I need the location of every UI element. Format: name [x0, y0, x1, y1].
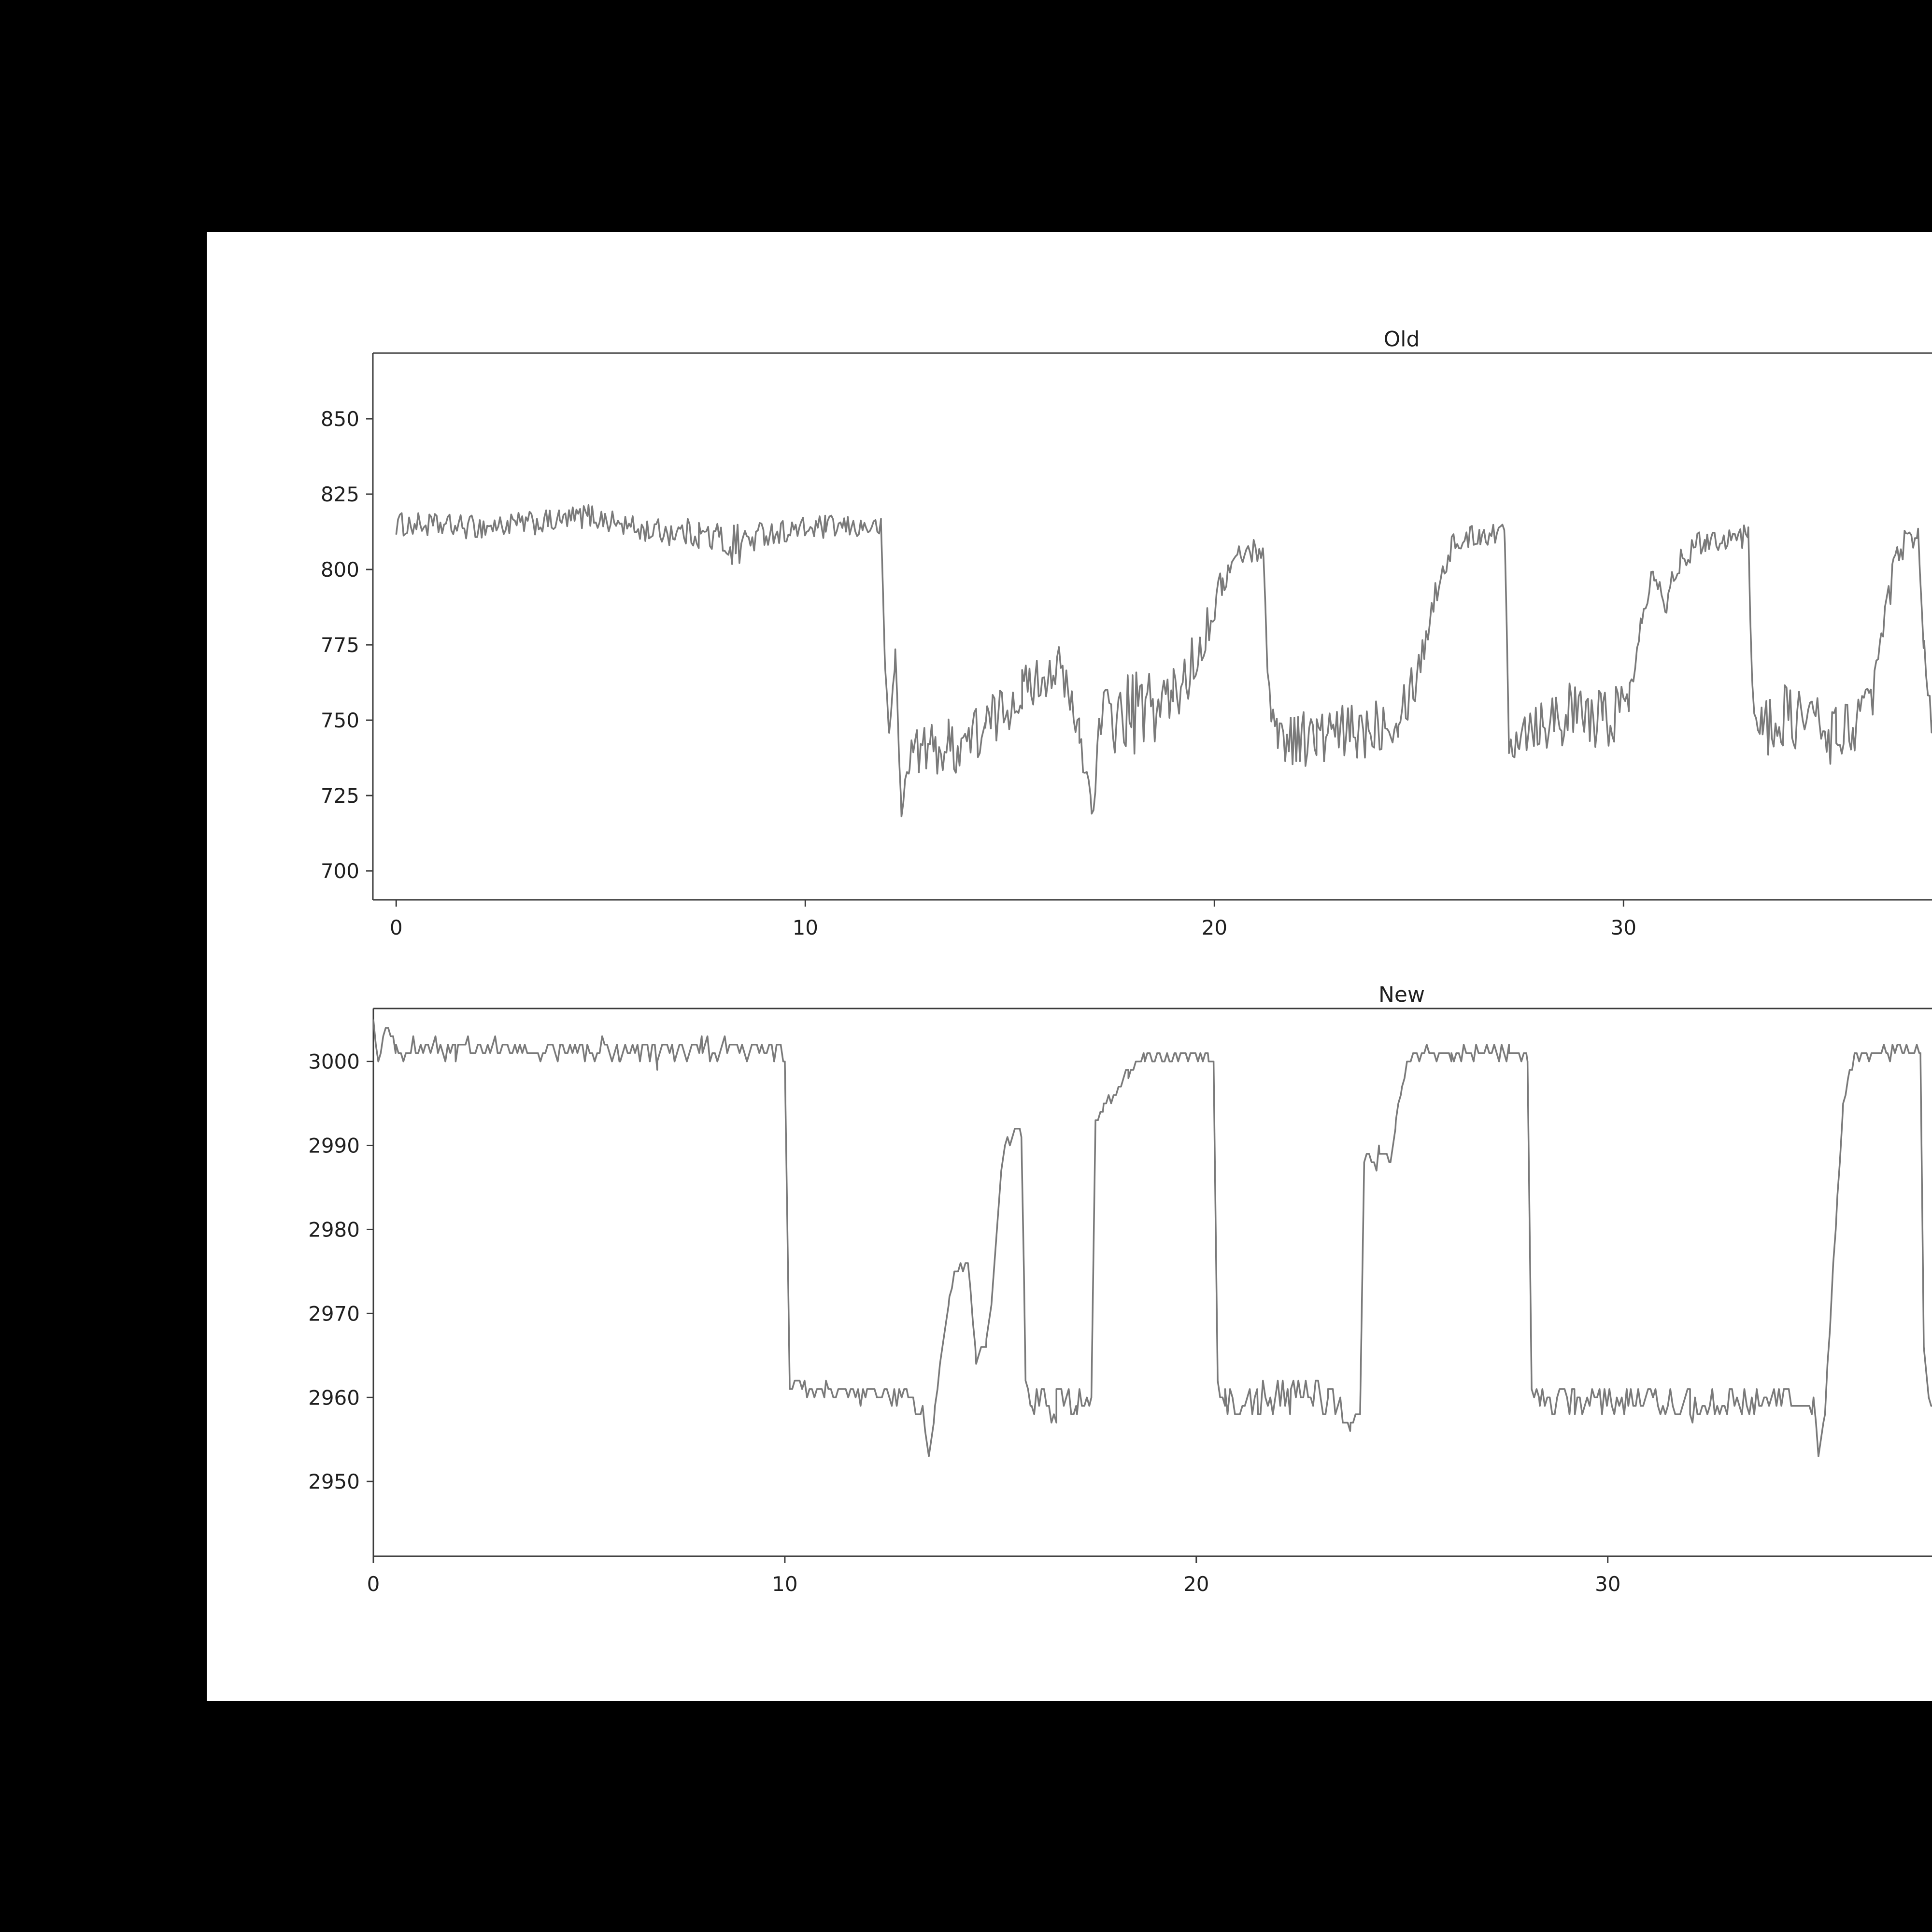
y-tick-label: 725	[321, 784, 359, 808]
y-tick-label: 2990	[308, 1134, 360, 1158]
y-tick-label: 2960	[308, 1386, 360, 1409]
y-tick-label: 3000	[308, 1050, 360, 1074]
y-tick-label: 825	[321, 483, 359, 506]
chart-title-new: New	[1378, 982, 1425, 1007]
y-tick-label: 700	[321, 859, 359, 883]
y-tick-label: 800	[321, 558, 359, 582]
y-tick-label: 2980	[308, 1218, 360, 1241]
axes-old: Old 0 10 20 30 850 825 800 775 750 725 700	[321, 327, 1932, 939]
y-tick-label: 850	[321, 407, 359, 431]
x-tick-label: 30	[1595, 1572, 1620, 1596]
axes-new: New 0 10 20 30 3000 2990 2980 2970 2960 2950	[308, 982, 1932, 1596]
series-line-new	[373, 1019, 1932, 1457]
x-tick-label: 10	[772, 1572, 797, 1596]
x-tick-label: 0	[390, 916, 403, 939]
figure-canvas	[207, 232, 1932, 1701]
x-tick-label: 30	[1611, 916, 1636, 939]
y-tick-label: 2970	[308, 1302, 360, 1325]
x-tick-label: 20	[1183, 1572, 1209, 1596]
x-tick-label: 10	[793, 916, 818, 939]
series-line-old	[395, 504, 1932, 818]
y-tick-label: 775	[321, 633, 359, 657]
y-tick-label: 750	[321, 709, 359, 732]
y-tick-label: 2950	[308, 1470, 360, 1493]
chart-title-old: Old	[1384, 327, 1420, 352]
x-tick-label: 20	[1202, 916, 1227, 939]
x-tick-label: 0	[367, 1572, 380, 1596]
